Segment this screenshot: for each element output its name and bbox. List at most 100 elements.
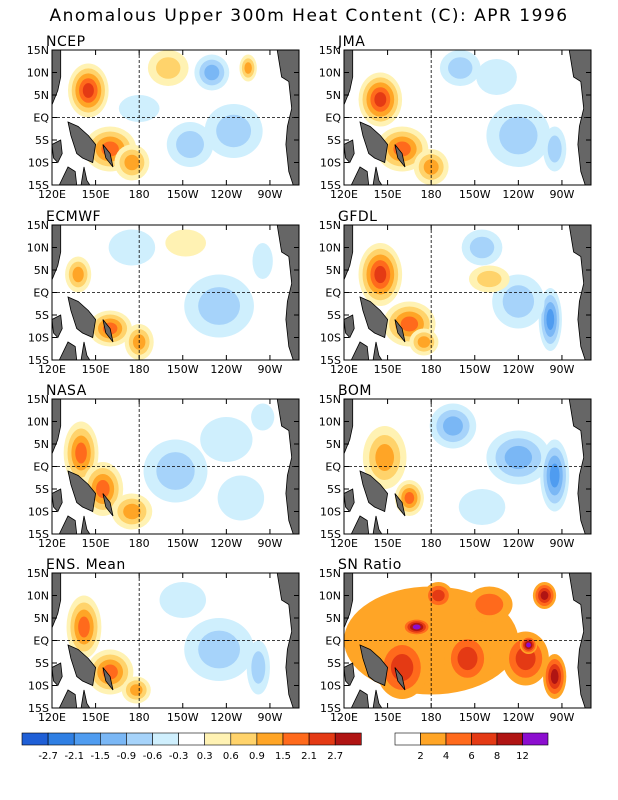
contour-fill-5-0 [217,475,265,521]
anomaly-colorbar-label: -1.5 [91,751,111,762]
anomaly-colorbar-label: 2.1 [301,751,317,762]
lon-tick-label: 150W [167,711,199,724]
land-mask-5 [394,144,406,168]
lon-tick-label: 150E [374,363,402,376]
lat-tick-label: 15N [319,393,341,406]
lon-tick-label: 150W [459,188,491,201]
panel-title: NCEP [46,34,86,50]
land-mask-0 [344,399,354,495]
anomaly-colorbar-label: -2.1 [64,751,84,762]
contour-fill-5-0 [252,243,273,279]
snr-colorbar-box [522,732,549,746]
contour-fill-0-3 [75,442,87,464]
contour-fill-4-1 [198,287,241,325]
land-mask-3 [58,689,78,708]
lat-tick-label: 10N [319,590,341,603]
lon-tick-label: 180 [421,711,442,724]
land-mask-4 [372,689,383,708]
contour-fill-3-1 [448,57,473,79]
land-mask-6 [556,225,591,360]
anomaly-colorbar-label: 0.3 [197,751,213,762]
land-mask-3 [350,689,370,708]
anomaly-colorbar-box [178,732,206,746]
land-mask-0 [52,225,62,321]
land-mask-0 [344,573,354,669]
land-mask-6 [264,225,299,360]
lat-tick-label: 10N [27,67,49,80]
lon-tick-label: 150W [167,363,199,376]
lon-tick-label: 120E [38,537,66,550]
contour-fill-4-3 [550,669,559,684]
lat-tick-label: 5N [326,612,341,625]
lon-tick-label: 90W [550,537,575,550]
lon-tick-label: 150E [374,537,402,550]
snr-colorbar: 2 4 6 8 12 [394,732,549,762]
land-mask-3 [58,166,78,185]
lat-tick-label: 15S [320,179,341,192]
land-mask-4 [372,341,383,360]
anomaly-colorbar-box [230,732,258,746]
lat-tick-label: 10N [319,242,341,255]
lat-tick-label: 15S [28,702,49,715]
lat-tick-label: 5N [34,89,49,102]
land-mask-5 [102,144,114,168]
lat-tick-label: 10S [320,680,341,693]
lat-tick-label: 5S [327,134,341,147]
lat-tick-label: 15N [27,44,49,57]
land-mask-1 [52,662,63,687]
snr-colorbar-box [496,732,523,746]
contour-fill-3-0 [108,229,156,266]
panel-title: JMA [337,34,365,50]
contour-fill-5-1 [475,593,504,616]
lon-tick-label: 120W [210,363,242,376]
lon-tick-label: 180 [421,537,442,550]
contour-fill-5-1 [502,285,535,318]
contour-fill-6-1 [477,270,502,288]
lat-tick-label: 10S [320,332,341,345]
lon-tick-label: 120W [210,537,242,550]
anomaly-colorbar-label: 0.6 [223,751,239,762]
lat-tick-label: EQ [325,461,341,474]
lon-tick-label: 120E [38,188,66,201]
contour-fill-2-2 [417,336,431,348]
land-mask-4 [372,515,383,534]
lon-tick-label: 150E [82,363,110,376]
lon-tick-label: 120W [210,711,242,724]
lon-tick-label: 150W [167,537,199,550]
lat-tick-label: EQ [33,635,49,648]
lat-tick-label: 15N [319,219,341,232]
lon-tick-label: 120E [330,537,358,550]
contour-fill-6-0 [165,229,207,257]
contour-fill-0-3 [78,616,90,638]
land-mask-5 [102,319,114,343]
contour-fill-0-2 [375,444,395,471]
snr-colorbar-box [471,732,498,746]
contour-fill-6-1 [176,131,204,158]
land-mask-1 [344,488,355,513]
lat-tick-label: 10S [320,506,341,519]
snr-colorbar-label: 12 [516,751,529,762]
lon-tick-label: 150E [82,537,110,550]
lat-tick-label: 15N [319,44,341,57]
snr-colorbar-label: 2 [417,751,423,762]
contour-fill-5-2 [204,64,220,81]
lat-tick-label: 10N [27,590,49,603]
contour-fill-2-2 [124,154,140,171]
snr-colorbar-label: 6 [468,751,474,762]
contour-fill-6-1 [547,135,562,163]
land-mask-3 [58,341,78,360]
lon-tick-label: 120E [38,363,66,376]
panel-title: ECMWF [46,209,101,225]
lon-tick-label: 180 [129,711,150,724]
land-mask-3 [350,515,370,534]
land-mask-0 [52,573,62,669]
lat-tick-label: 15S [320,702,341,715]
land-mask-5 [394,493,406,517]
lon-tick-label: 120E [330,188,358,201]
lat-tick-label: EQ [33,461,49,474]
lat-tick-label: 5S [35,309,49,322]
contour-fill-8-0 [118,95,160,122]
lat-tick-label: 10S [28,680,49,693]
